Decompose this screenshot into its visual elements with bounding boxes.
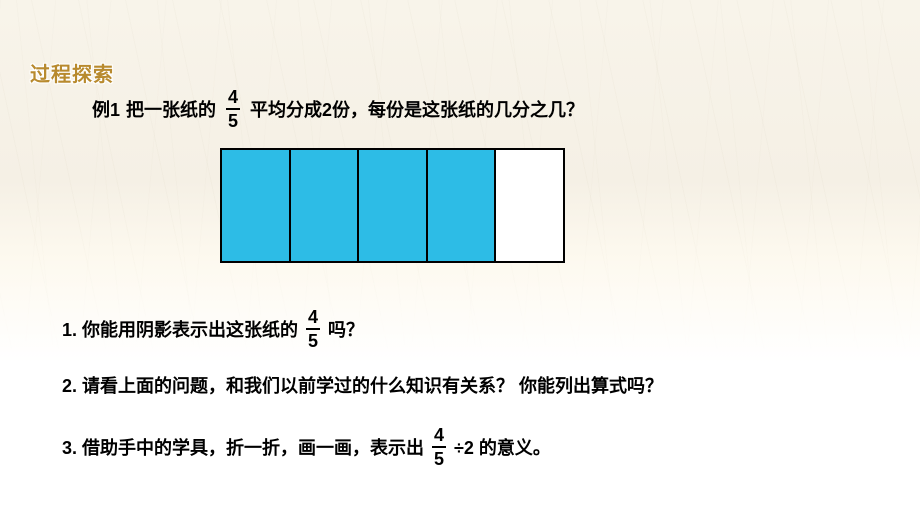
fraction-numerator: 4 [306, 308, 320, 328]
example-fraction: 4 5 [226, 88, 240, 130]
question-1: 1. 你能用阴影表示出这张纸的 4 5 吗？ [62, 308, 364, 350]
question-3: 3. 借助手中的学具，折一折，画一画，表示出 4 5 ÷2 的意义。 [62, 426, 551, 468]
diagram-cell-1 [222, 150, 291, 261]
q3-post: ÷2 的意义。 [454, 434, 551, 460]
diagram-cell-4 [428, 150, 497, 261]
diagram-cell-3 [359, 150, 428, 261]
fraction-denominator: 5 [306, 328, 320, 350]
example-line: 例1 把一张纸的 4 5 平均分成2份，每份是这张纸的几分之几？ [92, 88, 584, 130]
fraction-denominator: 5 [226, 108, 240, 130]
q3-pre: 3. 借助手中的学具，折一折，画一画，表示出 [62, 434, 424, 460]
example-label: 例1 [92, 96, 120, 122]
example-post: 平均分成2份，每份是这张纸的几分之几？ [250, 96, 584, 122]
q1-post: 吗？ [328, 316, 364, 342]
q1-fraction: 4 5 [306, 308, 320, 350]
section-title: 过程探索 [30, 58, 114, 87]
diagram-cell-5 [496, 150, 563, 261]
paper-diagram [220, 148, 565, 263]
fraction-numerator: 4 [226, 88, 240, 108]
fraction-denominator: 5 [432, 446, 446, 468]
q1-pre: 1. 你能用阴影表示出这张纸的 [62, 316, 298, 342]
diagram-cell-2 [291, 150, 360, 261]
q3-fraction: 4 5 [432, 426, 446, 468]
example-pre: 把一张纸的 [126, 96, 216, 122]
question-2: 2. 请看上面的问题，和我们以前学过的什么知识有关系？ 你能列出算式吗？ [62, 372, 663, 398]
fraction-numerator: 4 [432, 426, 446, 446]
